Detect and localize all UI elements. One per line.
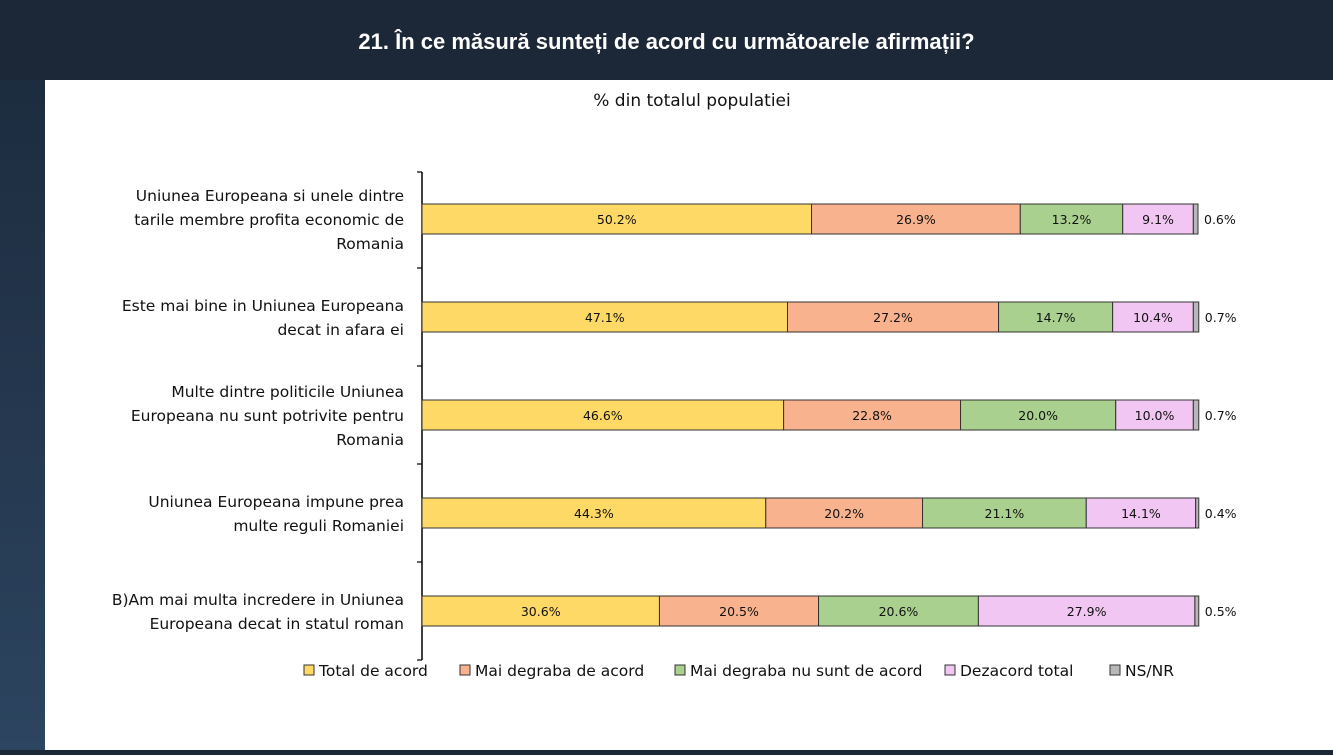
bar-segment [818, 595, 979, 627]
data-label: 0.7% [1205, 310, 1237, 325]
bar-segment [977, 595, 1196, 627]
data-label: 26.9% [896, 212, 936, 227]
legend-label: Dezacord total [960, 662, 1073, 680]
bar-segment [1085, 497, 1197, 529]
bar-segment [960, 399, 1117, 431]
data-label: 20.6% [879, 604, 919, 619]
category-label: Europeana nu sunt potrivite pentru [131, 407, 404, 425]
category-label: Uniunea Europeana si unele dintre [136, 187, 404, 205]
bar-segment [1019, 203, 1124, 235]
category-label: Romania [336, 235, 404, 253]
data-label: 20.0% [1018, 408, 1058, 423]
bar-segment [1192, 301, 1200, 333]
legend-swatch [674, 664, 686, 676]
data-label: 0.4% [1205, 506, 1237, 521]
slide-header: 21. În ce măsură sunteți de acord cu urm… [0, 0, 1333, 80]
data-label: 9.1% [1142, 212, 1174, 227]
legend-swatch [1109, 664, 1121, 676]
page-title: 21. În ce măsură sunteți de acord cu urm… [358, 29, 975, 54]
bar-segment [1195, 497, 1200, 529]
bar-segment [421, 203, 813, 235]
data-label: 46.6% [583, 408, 623, 423]
category-label: multe reguli Romaniei [233, 517, 404, 535]
bar-segment [811, 203, 1021, 235]
category-label: decat in afara ei [277, 321, 404, 339]
data-label: 0.7% [1205, 408, 1237, 423]
data-label: 14.1% [1121, 506, 1161, 521]
category-label: Romania [336, 431, 404, 449]
data-label: 10.4% [1133, 310, 1173, 325]
chart-subtitle: % din totalul populatiei [593, 91, 791, 111]
data-label: 14.7% [1036, 310, 1076, 325]
data-label: 27.9% [1067, 604, 1107, 619]
bar-segment [922, 497, 1087, 529]
legend-label: Mai degraba de acord [475, 662, 644, 680]
category-label: Este mai bine in Uniunea Europeana [122, 297, 404, 315]
category-label: tarile membre profita economic de [134, 211, 404, 229]
bar-segment [1122, 203, 1194, 235]
data-label: 30.6% [521, 604, 561, 619]
legend-swatch [459, 664, 471, 676]
bar-segment [421, 301, 788, 333]
legend-swatch [303, 664, 315, 676]
data-label: 20.2% [824, 506, 864, 521]
bar-segment [765, 497, 924, 529]
legend-swatch [944, 664, 956, 676]
legend-label: Total de acord [318, 662, 428, 680]
bar-segment [786, 301, 1000, 333]
bar-segment [1192, 399, 1200, 431]
data-label: 0.5% [1205, 604, 1237, 619]
bar-segment [421, 595, 660, 627]
stacked-bar-chart: % din totalul populatiei Uniunea European… [112, 91, 1237, 680]
left-decor-strip [0, 0, 45, 750]
data-label: 27.2% [873, 310, 913, 325]
category-label: B)Am mai multa incredere in Uniunea [112, 591, 404, 609]
data-label: 22.8% [852, 408, 892, 423]
bar-segment [1192, 203, 1199, 235]
data-label: 21.1% [985, 506, 1025, 521]
legend-label: NS/NR [1125, 662, 1174, 680]
category-label: Uniunea Europeana impune prea [148, 493, 404, 511]
data-label: 20.5% [719, 604, 759, 619]
category-label: Europeana decat in statul roman [150, 615, 404, 633]
legend-label: Mai degraba nu sunt de acord [690, 662, 923, 680]
bar-segment [421, 399, 785, 431]
bar-segment [1194, 595, 1200, 627]
data-label: 0.6% [1204, 212, 1236, 227]
data-label: 13.2% [1052, 212, 1092, 227]
chart-panel: % din totalul populatiei Uniunea European… [45, 80, 1333, 750]
data-label: 47.1% [585, 310, 625, 325]
data-label: 50.2% [597, 212, 637, 227]
category-label: Multe dintre politicile Uniunea [171, 383, 404, 401]
data-label: 44.3% [574, 506, 614, 521]
data-label: 10.0% [1135, 408, 1175, 423]
bar-segment [421, 497, 767, 529]
